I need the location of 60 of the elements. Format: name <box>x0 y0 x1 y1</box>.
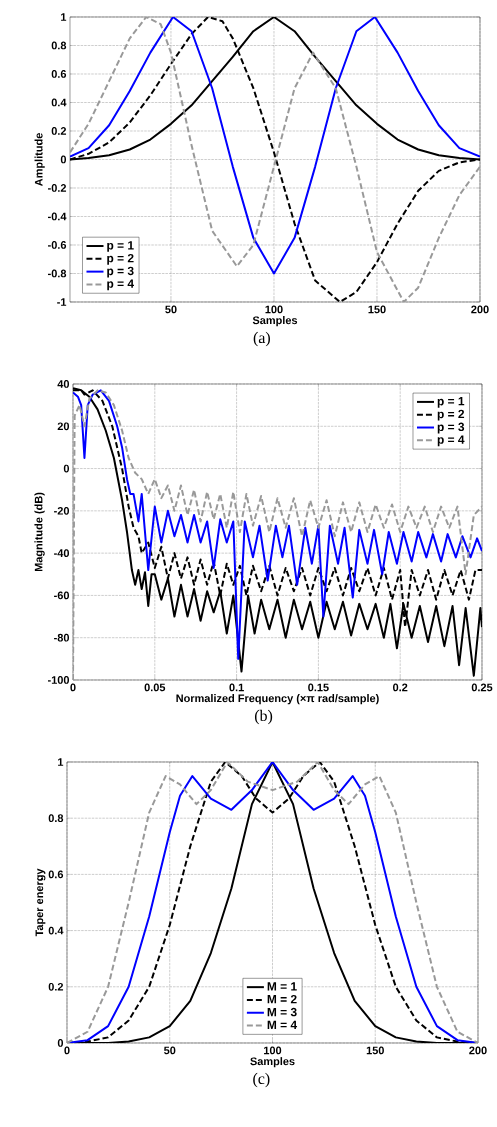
legend-label: p = 1 <box>107 241 134 252</box>
y-tick-label: -1 <box>57 298 67 306</box>
legend-label: p = 4 <box>437 435 465 447</box>
y-tick-label: 0.2 <box>51 127 67 135</box>
y-tick-label: -20 <box>54 506 70 515</box>
legend-label: p = 2 <box>437 409 465 421</box>
x-tick-label: 0.15 <box>308 683 329 692</box>
legend-label: M = 2 <box>267 995 297 1004</box>
y-tick-label: 0.4 <box>51 98 67 107</box>
y-tick-label: -80 <box>54 633 70 642</box>
y-tick-label: -40 <box>54 549 70 558</box>
x-axis-title: Normalized Frequency (×π rad/sample) <box>176 694 379 705</box>
x-tick-label: 150 <box>366 1046 384 1055</box>
y-tick-label: 1 <box>58 758 64 766</box>
y-tick-label: 0.6 <box>48 870 64 879</box>
legend-label: p = 3 <box>437 422 465 434</box>
y-tick-label: 0.4 <box>48 926 64 935</box>
x-tick-label: 0.1 <box>229 683 244 692</box>
y-tick-label: 0.8 <box>48 814 64 823</box>
y-tick-label: 1 <box>61 13 67 21</box>
y-axis-title: Taper energy <box>35 868 46 937</box>
y-tick-label: -60 <box>54 591 70 600</box>
y-tick-label: -100 <box>47 676 70 684</box>
x-tick-label: 100 <box>264 1046 282 1055</box>
x-tick-label: 200 <box>469 1046 487 1055</box>
y-tick-label: 0 <box>60 155 67 164</box>
legend-label: M = 4 <box>267 1020 298 1029</box>
y-tick-label: -0.6 <box>48 241 67 249</box>
y-tick-label: 0 <box>63 464 70 473</box>
x-tick-label: 0 <box>70 683 76 692</box>
y-tick-label: 0 <box>57 1039 64 1047</box>
legend-label: M = 1 <box>267 982 297 991</box>
x-axis-title: Samples <box>250 1057 295 1068</box>
y-tick-label: -0.8 <box>48 269 67 278</box>
x-axis-title: Samples <box>252 316 298 327</box>
legend-label: p = 1 <box>437 397 465 408</box>
y-axis-title: Amplitude <box>34 133 45 187</box>
x-tick-label: 0.2 <box>393 683 408 692</box>
legend-label: p = 4 <box>107 279 134 291</box>
text: (b) <box>254 709 273 725</box>
y-tick-label: -0.4 <box>48 212 67 221</box>
x-tick-label: 150 <box>368 305 386 314</box>
x-tick-label: 0.05 <box>144 683 166 692</box>
y-axis-title: Magnitude (dB) <box>34 492 45 572</box>
y-tick-label: 40 <box>57 380 70 388</box>
x-tick-label: 200 <box>471 305 489 314</box>
y-tick-label: -0.2 <box>48 184 67 192</box>
legend-label: p = 2 <box>107 253 134 265</box>
y-tick-label: 0.6 <box>51 70 67 78</box>
x-tick-label: 0.25 <box>471 683 493 692</box>
y-tick-label: 0.8 <box>51 41 67 50</box>
x-tick-label: 50 <box>165 305 177 314</box>
x-tick-label: 100 <box>265 305 283 314</box>
legend-label: p = 3 <box>107 266 134 278</box>
legend-label: M = 3 <box>267 1007 297 1017</box>
text: (a) <box>253 331 270 347</box>
y-tick-label: 0.2 <box>48 982 64 991</box>
x-tick-label: 50 <box>164 1046 176 1055</box>
text: (c) <box>253 1072 270 1088</box>
y-tick-label: 20 <box>57 422 70 431</box>
